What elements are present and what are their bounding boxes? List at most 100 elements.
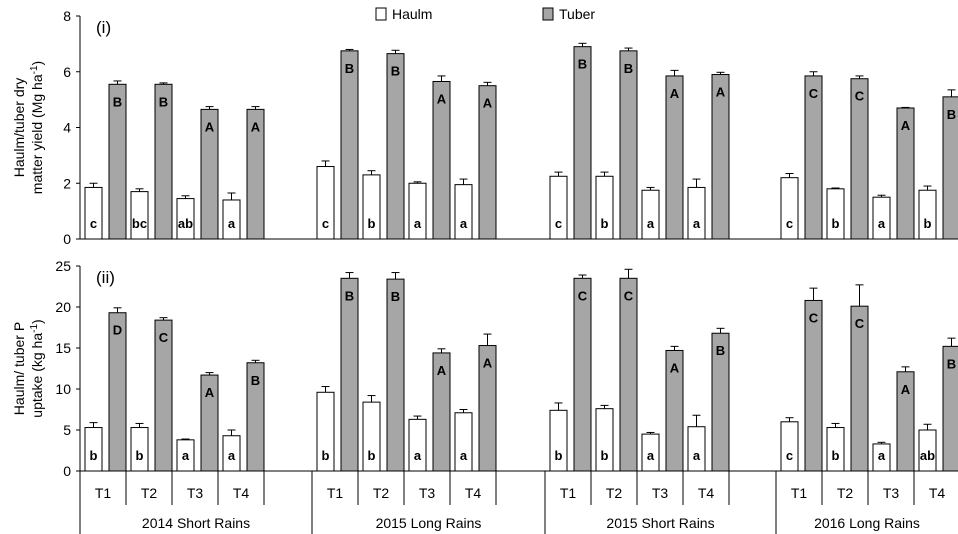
haulm-letter-label: a (647, 448, 655, 463)
season-label: 2014 Short Rains (142, 515, 250, 531)
treatment-label: T4 (233, 485, 250, 501)
tuber-bar (340, 50, 359, 240)
treatment-label: T1 (791, 485, 808, 501)
tuber-letter-label: A (901, 382, 911, 397)
haulm-letter-label: c (555, 216, 562, 231)
haulm-letter-label: b (924, 216, 932, 231)
haulm-letter-label: b (90, 448, 98, 463)
y-tick-label: 25 (55, 258, 71, 274)
tuber-bar (573, 277, 592, 472)
tuber-bar (804, 299, 823, 472)
haulm-letter-label: a (878, 216, 886, 231)
haulm-letter-label: b (136, 448, 144, 463)
haulm-letter-label: c (786, 216, 793, 231)
tuber-letter-label: C (624, 288, 634, 303)
treatment-label: T4 (698, 485, 715, 501)
haulm-letter-label: a (228, 448, 236, 463)
y-axis-title-line2: matter yield (Mg ha-1) (29, 61, 45, 194)
haulm-letter-label: c (786, 448, 793, 463)
haulm-letter-label: b (832, 216, 840, 231)
tuber-letter-label: C (578, 288, 588, 303)
y-axis-title-line2-main: matter yield (Mg ha (29, 74, 45, 194)
tuber-letter-label: C (159, 330, 169, 345)
haulm-letter-label: ab (920, 448, 935, 463)
panel-label: (i) (96, 18, 111, 37)
tuber-letter-label: B (578, 57, 587, 72)
tuber-letter-label: D (113, 323, 122, 338)
treatment-label: T2 (606, 485, 623, 501)
tuber-letter-label: B (716, 343, 725, 358)
treatment-label: T1 (560, 485, 577, 501)
tuber-letter-label: B (947, 107, 956, 122)
legend-tuber-label: Tuber (559, 6, 595, 22)
legend-haulm-label: Haulm (392, 6, 432, 22)
y-tick-label: 10 (55, 381, 71, 397)
tuber-letter-label: B (251, 373, 260, 388)
haulm-letter-label: a (460, 448, 468, 463)
y-axis-title-tail: ) (29, 319, 45, 324)
y-axis-title-tail: ) (29, 61, 45, 66)
treatment-label: T2 (141, 485, 158, 501)
tuber-letter-label: C (809, 310, 819, 325)
tuber-letter-label: C (855, 89, 865, 104)
tuber-letter-label: A (251, 119, 261, 134)
treatment-label: T3 (419, 485, 436, 501)
y-tick-label: 15 (55, 340, 71, 356)
y-tick-label: 4 (63, 120, 71, 136)
tuber-letter-label: B (624, 61, 633, 76)
haulm-letter-label: a (414, 216, 422, 231)
haulm-letter-label: b (368, 448, 376, 463)
treatment-label: T1 (95, 485, 112, 501)
haulm-letter-label: b (368, 216, 376, 231)
haulm-letter-label: b (322, 448, 330, 463)
haulm-letter-label: a (228, 216, 236, 231)
tuber-letter-label: A (437, 363, 447, 378)
haulm-bar (641, 189, 660, 240)
tuber-letter-label: C (809, 86, 819, 101)
tuber-letter-label: A (205, 385, 215, 400)
y-tick-label: 8 (63, 8, 71, 24)
season-label: 2015 Short Rains (606, 515, 714, 531)
haulm-letter-label: a (182, 448, 190, 463)
tuber-letter-label: A (483, 96, 493, 111)
tuber-letter-label: A (716, 85, 726, 100)
tuber-letter-label: B (113, 94, 122, 109)
panel-label: (ii) (96, 268, 115, 287)
legend-tuber-swatch (542, 7, 554, 21)
y-axis-title-superscript: -1 (29, 324, 40, 333)
y-tick-label: 20 (55, 299, 71, 315)
haulm-letter-label: b (555, 448, 563, 463)
haulm-letter-label: bc (132, 216, 147, 231)
tuber-bar (573, 46, 592, 240)
y-axis-title-line1: Haulm/ tuber P (11, 322, 27, 415)
haulm-letter-label: a (647, 216, 655, 231)
y-tick-label: 0 (63, 231, 71, 247)
haulm-bar (780, 421, 799, 472)
y-axis-title-line1: Haulm/tuber dry (11, 78, 27, 178)
y-axis-title-superscript: -1 (29, 65, 40, 74)
y-axis-title: Haulm/tuber dry matter yield (Mg ha-1) (11, 61, 45, 194)
haulm-letter-label: b (601, 216, 609, 231)
treatment-label: T3 (883, 485, 900, 501)
haulm-bar (918, 189, 937, 240)
haulm-letter-label: a (414, 448, 422, 463)
tuber-bar (340, 277, 359, 472)
tuber-letter-label: B (391, 289, 400, 304)
treatment-label: T4 (929, 485, 946, 501)
y-axis-title-line2-main: uptake (kg ha (29, 333, 45, 418)
tuber-bar (386, 278, 405, 472)
haulm-bar (687, 186, 706, 240)
tuber-letter-label: B (345, 61, 354, 76)
y-axis-title-line2: uptake (kg ha-1) (29, 319, 45, 417)
haulm-letter-label: a (460, 216, 468, 231)
haulm-letter-label: a (693, 448, 701, 463)
tuber-letter-label: A (205, 119, 215, 134)
treatment-label: T2 (373, 485, 390, 501)
haulm-letter-label: ab (178, 216, 193, 231)
y-tick-label: 5 (63, 422, 71, 438)
treatment-label: T2 (837, 485, 854, 501)
tuber-letter-label: A (670, 360, 680, 375)
tuber-bar (619, 277, 638, 472)
legend-haulm-swatch (375, 7, 387, 21)
